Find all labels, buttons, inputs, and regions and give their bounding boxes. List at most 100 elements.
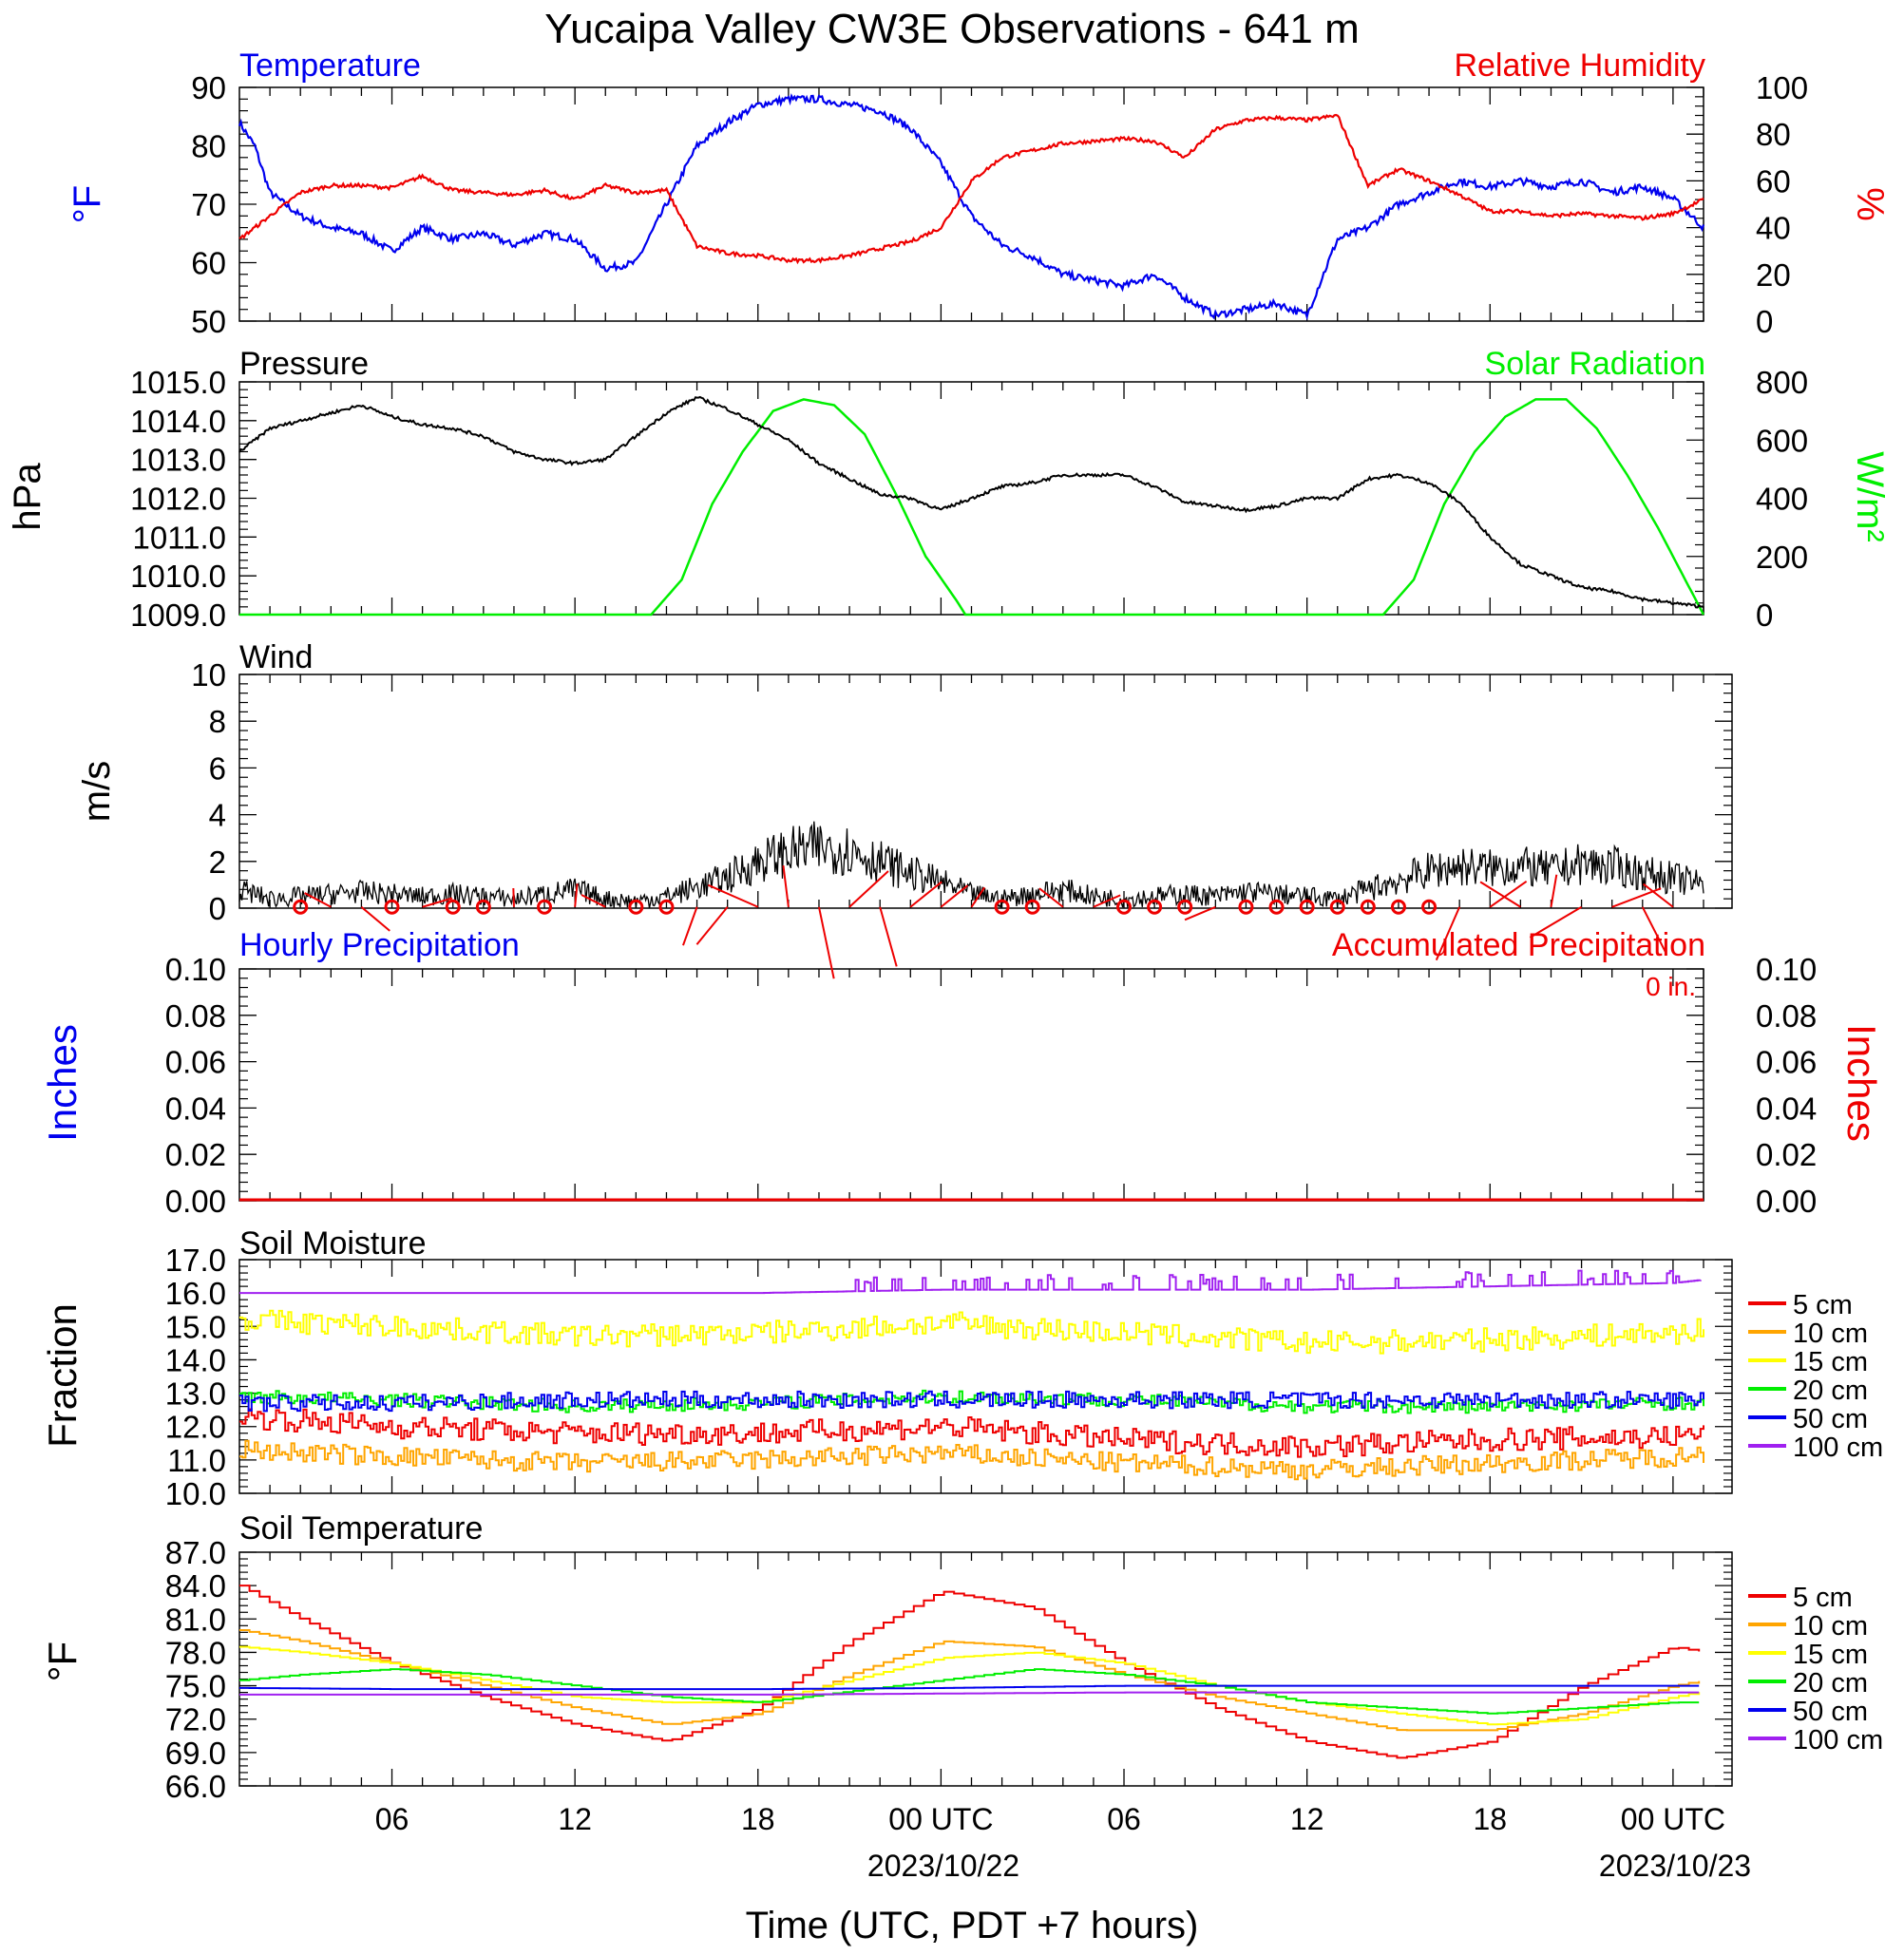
temp_rh-ytick-label-left: 80 [191,129,226,164]
hourly-precip-title: Hourly Precipitation [239,927,520,963]
precip-ytick-label-right: 0.04 [1756,1091,1817,1126]
wind-calm-marker [1360,899,1376,915]
date-label-1: 2023/10/22 [867,1849,1019,1883]
wind-calm-marker [1177,899,1193,915]
wind-calm-marker [1147,899,1163,915]
soil-temperature-legend-label: 20 cm [1793,1668,1868,1699]
pressure-ytick-label-right: 400 [1756,482,1808,517]
x-tick-label: 00 UTC [888,1802,993,1836]
precip-ytick-label-left: 0.06 [165,1045,226,1080]
temp_rh-ytick-label-right: 40 [1756,211,1791,246]
soil-temperature-10cm-line [239,1629,1701,1732]
soil_moisture-ytick-label-left: 14.0 [165,1342,226,1377]
wind-calm-marker [994,899,1010,915]
soil-temperature-legend-label: 10 cm [1793,1611,1868,1642]
soil-moisture-legend-label: 10 cm [1793,1319,1868,1349]
chart-title: Yucaipa Valley CW3E Observations - 641 m [544,6,1360,52]
wind-direction-stick [682,906,698,946]
precip-ytick-label-right: 0.00 [1756,1184,1817,1219]
wind-direction-stick [1529,905,1583,939]
rh-ylabel: % [1849,187,1891,221]
temp_rh-ytick-label-right: 100 [1756,70,1808,105]
solar-title: Solar Radiation [1485,346,1705,382]
soil_moisture-ytick-label-left: 10.0 [165,1476,226,1511]
precip-ytick-label-left: 0.08 [165,998,226,1034]
wind-direction-stick [581,894,606,908]
soil-moisture-15cm-line [239,1309,1704,1355]
x-tick-label: 06 [375,1802,409,1836]
wind-direction-stick [879,906,898,967]
wind-direction-stick [782,864,790,907]
soil-moisture-ylabel: Fraction [40,1303,85,1448]
soil_moisture-ytick-label-left: 15.0 [165,1309,226,1344]
x-tick-label: 12 [558,1802,592,1836]
pressure-ytick-label-left: 1015.0 [130,365,226,400]
soil_temp-ytick-label-left: 72.0 [165,1702,226,1737]
x-tick-label: 18 [741,1802,775,1836]
wind-ytick-label-left: 2 [209,845,226,880]
wind-direction-stick [1641,906,1667,955]
wind-calm-marker [1268,899,1285,915]
soil_temp-ytick-label-left: 69.0 [165,1736,226,1771]
wind-calm-marker [1390,899,1406,915]
soil_moisture-frame [238,1259,1733,1494]
wind-direction-stick [1643,883,1674,908]
temp_rh-ytick-label-left: 50 [191,304,226,339]
accum-precip-title: Accumulated Precipitation [1332,927,1705,963]
pressure-title: Pressure [239,346,369,382]
temp_rh-ytick-label-right: 0 [1756,304,1773,339]
soil_temp-ytick-label-left: 75.0 [165,1669,226,1704]
precip-ylabel-left: Inches [40,1024,85,1142]
precip-ytick-label-left: 0.10 [165,952,226,987]
wind-calm-marker [1421,899,1438,915]
wind-direction-stick [422,897,453,908]
soil-moisture-legend-label: 20 cm [1793,1376,1868,1406]
soil-temperature-50cm-line [239,1684,1700,1691]
wind-direction-stick [848,870,889,908]
soil-temperature-legend-label: 100 cm [1793,1725,1883,1756]
wind-ytick-label-left: 10 [191,657,226,693]
wind-direction-stick [512,887,515,907]
soil-moisture-5cm-line [239,1408,1704,1458]
pressure-ytick-label-left: 1014.0 [130,404,226,439]
wind-calm-marker [537,899,553,915]
wind-direction-stick [1038,887,1064,908]
soil_temp-ytick-label-left: 78.0 [165,1635,226,1670]
soil_moisture-ytick-label-left: 13.0 [165,1376,226,1412]
wind-ytick-label-left: 0 [209,891,226,926]
temp_rh-ytick-label-right: 60 [1756,163,1791,199]
soil-moisture-legend-label: 5 cm [1793,1290,1853,1320]
x-tick-label: 12 [1290,1802,1324,1836]
wind-calm-marker [1329,899,1345,915]
soil_moisture-ytick-label-left: 17.0 [165,1243,226,1278]
precip-ytick-label-right: 0.02 [1756,1137,1817,1172]
soil_moisture-ytick-label-left: 11.0 [167,1443,226,1478]
pressure-ylabel: hPa [7,463,48,531]
wind-direction-stick [695,906,729,945]
temp_rh-ytick-label-right: 20 [1756,257,1791,293]
pressure-ytick-label-left: 1013.0 [130,443,226,478]
precip-ytick-label-left: 0.04 [165,1091,226,1126]
pressure-ytick-label-right: 0 [1756,598,1773,633]
wind-direction-stick [818,906,835,979]
soil-temperature-legend-label: 50 cm [1793,1697,1868,1727]
precip-frame [238,968,1704,1202]
wind-title: Wind [239,639,313,675]
soil-moisture-100cm-line [239,1269,1702,1295]
soil_temp-ytick-label-left: 81.0 [165,1602,226,1637]
x-axis-title: Time (UTC, PDT +7 hours) [746,1905,1199,1946]
temp_rh-ytick-label-left: 70 [191,187,226,222]
soil-moisture-title: Soil Moisture [239,1225,427,1262]
soil-moisture-legend-label: 100 cm [1793,1433,1883,1463]
wind-calm-marker [1238,899,1254,915]
precip-ytick-label-left: 0.02 [165,1137,226,1172]
wind-ylabel: m/s [76,761,118,822]
wind-direction-stick [360,906,390,932]
wind-calm-marker [445,899,461,915]
pressure-ytick-label-right: 200 [1756,540,1808,575]
wind-direction-stick [1184,905,1216,921]
wind-direction-stick [940,884,969,908]
pressure-ytick-label-right: 800 [1756,365,1808,400]
soil-moisture-legend-label: 50 cm [1793,1404,1868,1434]
wind-direction-stick [1550,874,1558,907]
